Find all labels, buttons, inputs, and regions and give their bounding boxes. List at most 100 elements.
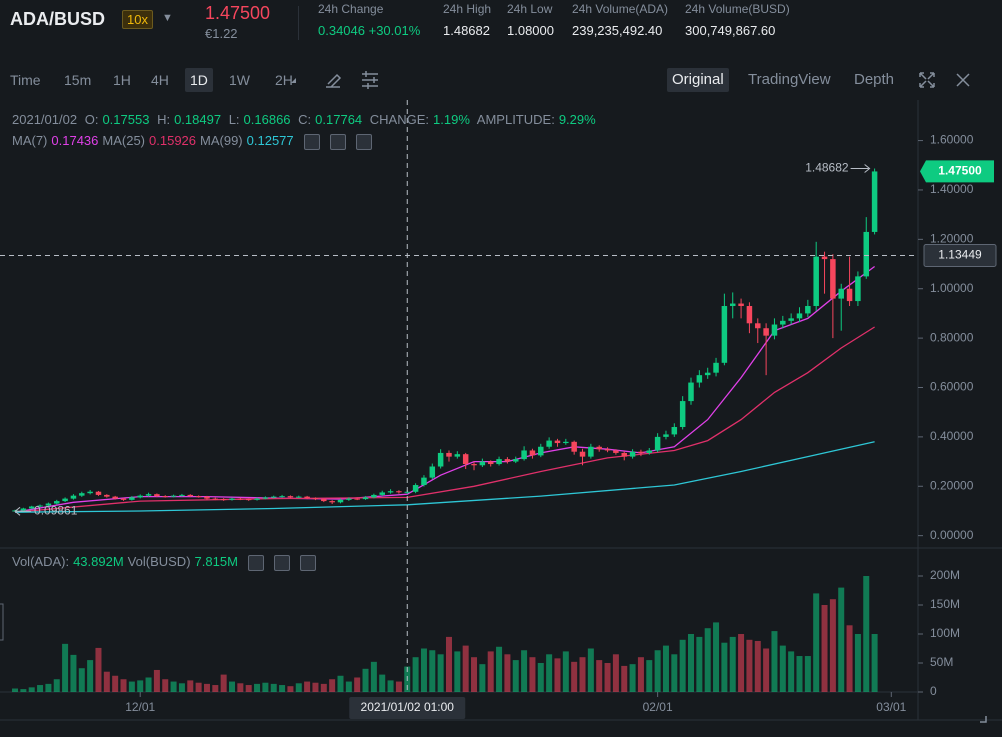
interval-button[interactable]: 1D (185, 68, 213, 92)
view-button[interactable]: Depth (854, 71, 895, 88)
candle-body (245, 499, 252, 501)
view-button[interactable]: Original (667, 68, 729, 92)
candle-body (563, 441, 569, 444)
stat-label: 24h Volume(ADA) (572, 2, 669, 16)
interval-button[interactable]: 15m (64, 72, 92, 88)
volume-bar (863, 576, 870, 692)
volume-bar (187, 680, 194, 692)
volume-bar (854, 634, 861, 692)
volume-icon[interactable] (247, 554, 264, 571)
volume-bar (329, 679, 336, 692)
volume-bar (320, 683, 327, 692)
dropdown-arrow[interactable]: ▼ (162, 12, 173, 24)
candle-body (129, 497, 135, 500)
candle-body (162, 496, 168, 498)
candle-body (212, 498, 219, 500)
y-tick-label: 1.20000 (930, 232, 974, 246)
interval-button[interactable]: 2H (275, 72, 293, 88)
candle-body (713, 362, 719, 373)
interval-button[interactable]: 1W (229, 72, 250, 88)
candle-body (646, 450, 653, 453)
volume-icon[interactable] (299, 554, 316, 571)
y-tick-label: 0.80000 (930, 330, 974, 344)
low-arrow (14, 506, 21, 516)
volume-bar (788, 651, 795, 692)
volume-bar (696, 636, 703, 692)
volume-bar (437, 654, 444, 692)
candle-body (579, 451, 586, 457)
volume-bar (871, 634, 878, 692)
volume-bar (362, 668, 369, 692)
pair[interactable]: ADA/BUSD (10, 9, 106, 29)
candle-body (554, 440, 561, 444)
volume-bar (512, 660, 519, 692)
candle-body (679, 401, 686, 428)
candle-body (830, 259, 836, 299)
candle-body (437, 452, 444, 467)
volume-bar (554, 658, 561, 692)
view-button[interactable]: TradingView (748, 71, 831, 88)
volume-bar (53, 679, 60, 692)
volume-bar (612, 654, 619, 692)
volume-bar (462, 645, 469, 692)
volume-bar (337, 675, 344, 692)
volume-tick-label: 50M (930, 655, 953, 669)
candle-body (487, 461, 494, 465)
volume-bar (379, 674, 386, 692)
volume-bar (395, 681, 402, 692)
candle-body (805, 306, 811, 314)
volume-tick-label: 150M (930, 597, 960, 611)
ma-line (14, 265, 875, 513)
volume-bar (487, 651, 494, 692)
volume-bar (270, 683, 277, 692)
info-label: CHANGE: (369, 112, 430, 127)
candle-body (337, 499, 344, 503)
volume-bar (178, 683, 185, 692)
ma-icon[interactable] (329, 133, 346, 150)
leverage[interactable]: 10x (122, 10, 153, 29)
volume-bar (245, 685, 252, 692)
volume-bar (754, 640, 761, 692)
volume-bar (412, 657, 419, 692)
volume-bar (170, 681, 177, 692)
candle-body (780, 320, 786, 325)
volume-bar (529, 657, 536, 692)
candle-body (746, 306, 753, 324)
candle-body (704, 372, 711, 376)
divider (298, 6, 299, 40)
ma-icon[interactable] (303, 133, 320, 150)
interval-button[interactable]: 4H (151, 72, 169, 88)
interval-button[interactable]: 1H (113, 72, 131, 88)
ma-label: MA(99) (200, 133, 243, 148)
ma-icon[interactable] (355, 133, 372, 150)
volume-bar (345, 681, 352, 692)
volume-bar (813, 593, 820, 692)
volume-icon[interactable] (273, 554, 290, 571)
info-value: 0.16866 (243, 112, 291, 127)
volume-bar (771, 631, 778, 692)
volume-bar (688, 634, 695, 692)
candle-body (813, 256, 819, 307)
candle-body (120, 498, 127, 500)
volume-bar (713, 622, 720, 692)
volume-bar (646, 660, 653, 692)
candle-body (254, 498, 260, 500)
info-value: 1.19% (433, 112, 470, 127)
candle-body (755, 323, 761, 329)
candle-body (629, 451, 636, 457)
candle-body (387, 491, 394, 493)
volume-bar (195, 682, 202, 692)
volume-bar (562, 651, 569, 692)
candle-body (321, 499, 327, 502)
candle-body (538, 446, 544, 456)
candle-body (529, 450, 536, 456)
volume-bar (729, 636, 736, 692)
volume-bar (62, 643, 69, 692)
volume-bar (654, 650, 661, 692)
candle-body (671, 427, 678, 435)
volume-tick-label: 0 (930, 684, 937, 698)
candle-body (204, 496, 210, 499)
candle-info: 2021/01/02 O: 0.17553 H: 0.18497 L: 0.16866… (12, 112, 600, 127)
candle-body (729, 303, 736, 307)
candle-body (512, 459, 519, 462)
